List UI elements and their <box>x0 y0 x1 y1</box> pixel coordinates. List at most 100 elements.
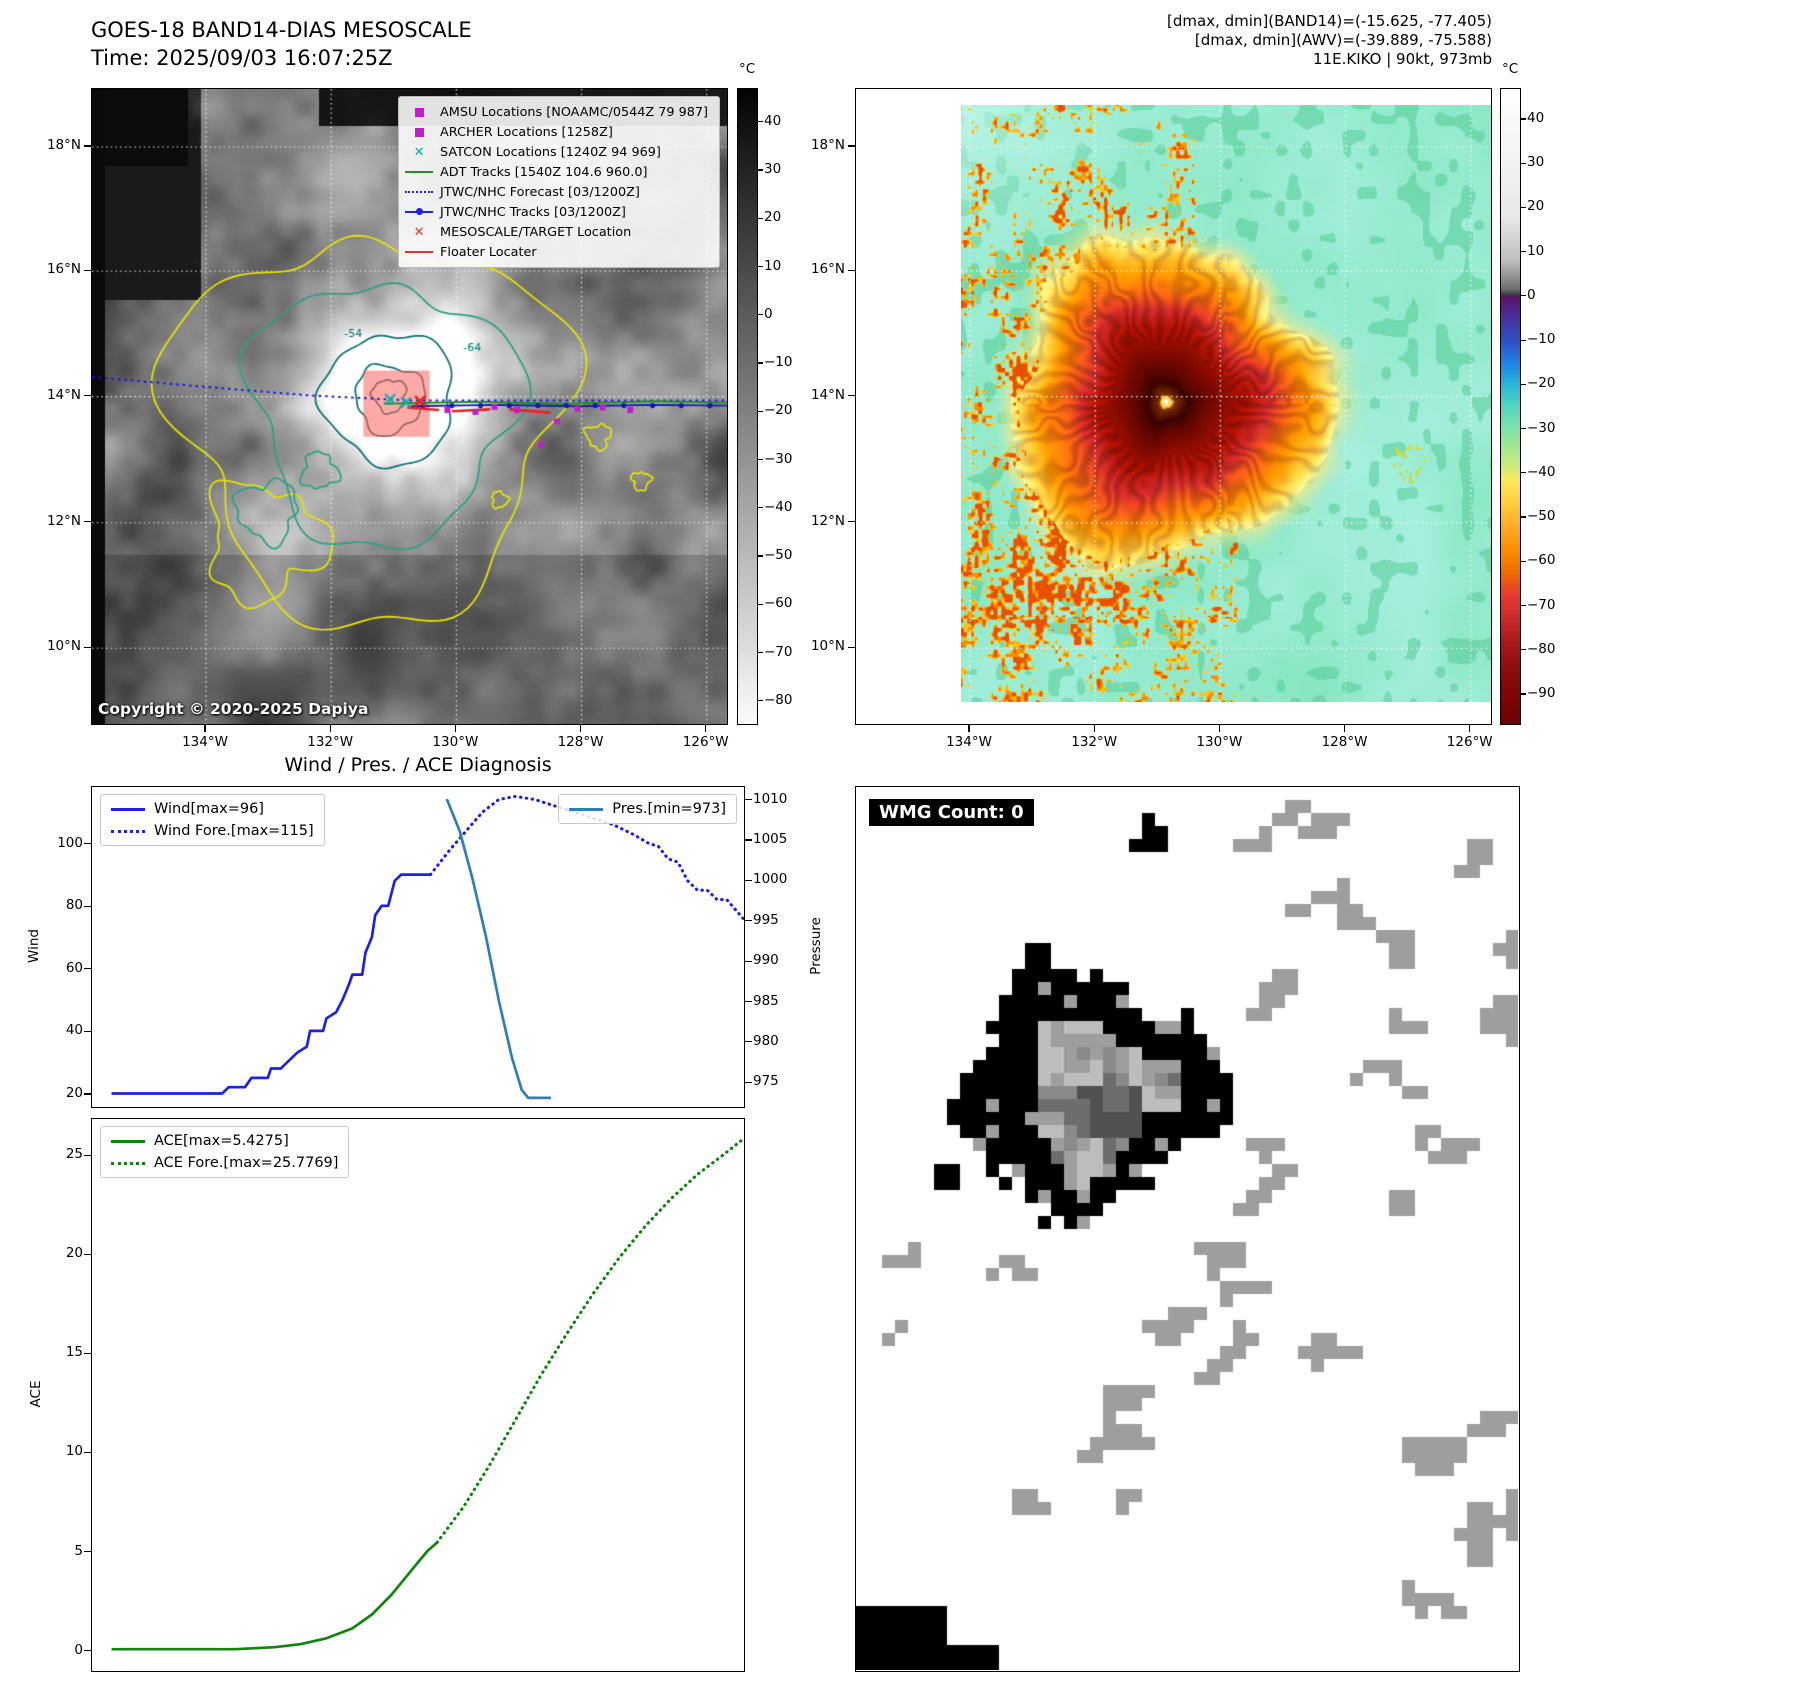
axis-tick-label: 20 <box>65 1245 83 1262</box>
wind-pressure-chart: Wind[max=96] Wind Fore.[max=115] Pres.[min… <box>91 786 745 1108</box>
axis-tick-label: 990 <box>753 952 779 969</box>
square-magenta-marker <box>404 127 434 137</box>
awv-header-line: [dmax, dmin](BAND14)=(-15.625, -77.405) <box>1167 12 1492 30</box>
square-magenta-marker <box>404 107 434 117</box>
tick-mark <box>745 879 752 881</box>
legend-item-label: MESOSCALE/TARGET Location <box>440 224 632 240</box>
tick-mark <box>1521 649 1526 651</box>
awv-satellite-image <box>961 105 1491 702</box>
colorbar-tick-label: 10 <box>764 257 782 274</box>
axis-tick-label: 985 <box>753 992 779 1009</box>
tick-mark <box>705 725 707 732</box>
tick-mark <box>745 960 752 962</box>
axis-tick-label: 60 <box>65 959 83 976</box>
line-dotted-blue-marker <box>404 191 434 193</box>
colorbar-tick-label: 20 <box>764 209 782 226</box>
legend-item: ARCHER Locations [1258Z] <box>404 124 708 140</box>
tick-mark <box>84 843 91 845</box>
ace-axis-label: ACE <box>28 1380 44 1408</box>
legend-item-label: ACE[max=5.4275] <box>154 1133 289 1149</box>
copyright-watermark: Copyright © 2020-2025 Dapiya <box>98 700 369 718</box>
lon-tick-label: 134°W <box>946 734 992 750</box>
tick-mark <box>848 646 855 648</box>
tick-mark <box>1521 516 1526 518</box>
legend-sample <box>111 829 145 833</box>
series-ace-fore-max-25-7769- <box>435 1137 744 1545</box>
axis-tick-label: 40 <box>65 1022 83 1039</box>
lon-tick-label: 126°W <box>682 734 729 750</box>
colorbar-tick-label: −50 <box>764 547 793 564</box>
tick-mark <box>745 920 752 922</box>
tick-mark <box>84 1352 91 1354</box>
colorbar-tick-label: −70 <box>764 643 793 660</box>
tick-mark <box>745 1041 752 1043</box>
axis-tick-label: 10 <box>65 1443 83 1460</box>
legend-item: ACE Fore.[max=25.7769] <box>111 1155 338 1171</box>
tick-mark <box>758 410 763 412</box>
tick-mark <box>84 1550 91 1553</box>
chart-legend: ACE[max=5.4275] ACE Fore.[max=25.7769] <box>100 1126 350 1178</box>
series-wind-max-96- <box>111 873 431 1095</box>
tick-mark <box>758 121 763 123</box>
legend-item-label: Wind[max=96] <box>154 801 264 817</box>
tick-mark <box>1521 560 1526 562</box>
tick-mark <box>1521 206 1526 209</box>
x-red-marker: ✕ <box>413 224 425 240</box>
tick-mark <box>758 652 763 654</box>
axis-tick-label: 5 <box>74 1542 83 1559</box>
tick-mark <box>1521 428 1526 430</box>
colorbar-tick-label: −20 <box>764 402 793 419</box>
series-ace-max-5-4275- <box>111 1541 438 1651</box>
legend-sample <box>569 807 604 811</box>
legend-item-label: AMSU Locations [NOAAMC/0544Z 79 987] <box>440 104 708 120</box>
tick-mark <box>1521 472 1526 474</box>
tick-mark <box>204 725 206 732</box>
tick-mark <box>745 839 752 841</box>
legend-item-label: ARCHER Locations [1258Z] <box>440 124 613 140</box>
tick-mark <box>758 458 763 461</box>
tick-mark <box>1469 725 1471 732</box>
colorbar-tick-label: 0 <box>764 305 773 322</box>
colorbar-tick-label: −70 <box>1527 596 1556 613</box>
tick-mark <box>758 169 763 171</box>
awv-header: [dmax, dmin](BAND14)=(-15.625, -77.405)[… <box>932 12 1492 69</box>
series-wind-fore-max-115- <box>428 794 744 920</box>
tick-mark <box>1521 383 1526 385</box>
tick-mark <box>758 603 763 605</box>
tick-mark <box>758 314 763 316</box>
tick-mark <box>758 555 763 557</box>
legend-sample <box>111 807 145 811</box>
tick-mark <box>1521 295 1526 297</box>
axis-tick-label: 100 <box>57 834 83 851</box>
legend-item: Wind[max=96] <box>111 801 314 817</box>
chart-legend: Pres.[min=973] <box>558 794 737 824</box>
band14-colorbar <box>737 88 758 725</box>
ace-chart: ACE[max=5.4275] ACE Fore.[max=25.7769] <box>91 1118 745 1672</box>
tick-mark <box>1521 339 1526 341</box>
lat-tick-label: 12°N <box>46 512 81 529</box>
colorbar-tick-label: −50 <box>1527 508 1556 525</box>
tick-mark <box>848 145 855 147</box>
legend-item-label: ADT Tracks [1540Z 104.6 960.0] <box>440 164 648 180</box>
axis-tick-label: 980 <box>753 1032 779 1049</box>
lon-tick-label: 132°W <box>307 734 354 750</box>
legend-item: JTWC/NHC Tracks [03/1200Z] <box>404 204 708 220</box>
tick-mark <box>745 799 752 801</box>
lat-tick-label: 18°N <box>46 136 81 153</box>
legend-item: Pres.[min=973] <box>569 801 726 817</box>
lat-tick-label: 12°N <box>810 512 845 529</box>
axis-tick-label: 80 <box>65 897 83 914</box>
legend-item-label: Wind Fore.[max=115] <box>154 823 314 839</box>
tick-mark <box>1521 118 1526 120</box>
lat-tick-label: 14°N <box>810 386 845 403</box>
tick-mark <box>848 269 855 271</box>
axis-tick-label: 975 <box>753 1073 779 1090</box>
colorbar-tick-label: −40 <box>764 498 793 515</box>
tick-mark <box>84 1253 91 1255</box>
tick-mark <box>1521 251 1526 253</box>
lat-tick-label: 14°N <box>46 386 81 403</box>
band14-time: Time: 2025/09/03 16:07:25Z <box>91 46 393 70</box>
colorbar-tick-label: −60 <box>1527 552 1556 569</box>
axis-tick-label: 25 <box>65 1146 83 1163</box>
